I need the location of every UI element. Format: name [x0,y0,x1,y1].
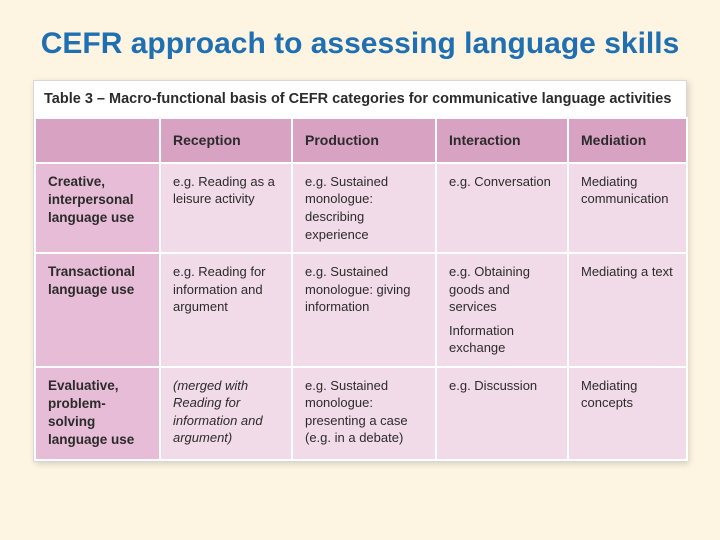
column-header: Interaction [436,118,568,163]
table-cell: e.g. Conversation [436,163,568,253]
table-cell: Mediating a text [568,253,687,367]
page-title: CEFR approach to assessing language skil… [32,26,688,62]
column-header: Reception [160,118,292,163]
table-row: Transactional language usee.g. Reading f… [35,253,687,367]
table-cell: (merged with Reading for information and… [160,367,292,460]
table-cell: e.g. Reading as a leisure activity [160,163,292,253]
table-header-row: Reception Production Interaction Mediati… [35,118,687,163]
table-cell: e.g. Reading for information and argumen… [160,253,292,367]
column-header: Production [292,118,436,163]
table-cell: e.g. Sustained monologue: describing exp… [292,163,436,253]
column-header: Mediation [568,118,687,163]
row-header: Creative, interpersonal language use [35,163,160,253]
row-header: Transactional language use [35,253,160,367]
table-caption: Table 3 – Macro-functional basis of CEFR… [34,81,686,117]
table-cell: e.g. Sustained monologue: presenting a c… [292,367,436,460]
slide: CEFR approach to assessing language skil… [0,0,720,540]
table-body: Creative, interpersonal language usee.g.… [35,163,687,460]
column-header [35,118,160,163]
table-cell: Mediating communication [568,163,687,253]
cefr-table: Reception Production Interaction Mediati… [34,117,688,461]
table-container: Table 3 – Macro-functional basis of CEFR… [33,80,687,462]
table-cell: e.g. Obtaining goods and servicesInforma… [436,253,568,367]
table-row: Creative, interpersonal language usee.g.… [35,163,687,253]
table-cell: e.g. Sustained monologue: giving informa… [292,253,436,367]
table-cell: e.g. Discussion [436,367,568,460]
table-cell: Mediating concepts [568,367,687,460]
table-row: Evaluative, problem-solving language use… [35,367,687,460]
row-header: Evaluative, problem-solving language use [35,367,160,460]
